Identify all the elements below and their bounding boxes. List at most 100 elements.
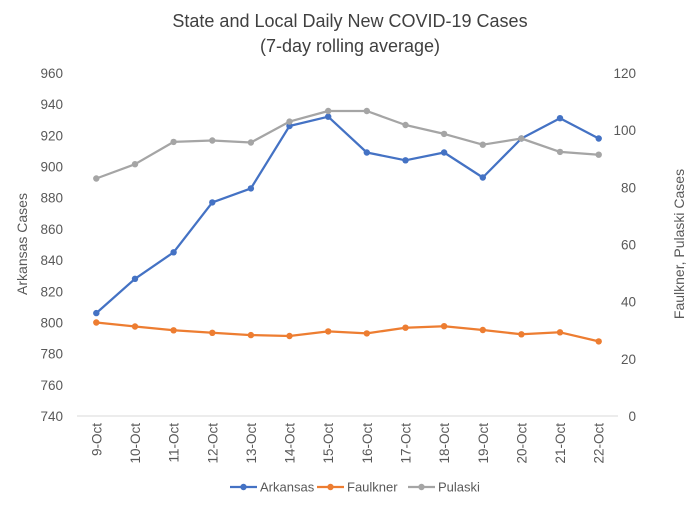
legend-item-faulkner: Faulkner bbox=[317, 480, 398, 495]
legend-marker bbox=[418, 483, 425, 491]
data-point bbox=[325, 107, 332, 115]
x-tick-label: 15-Oct bbox=[321, 423, 336, 464]
legend-label: Pulaski bbox=[438, 480, 480, 495]
data-point bbox=[131, 323, 139, 330]
y-tick-label: 960 bbox=[40, 66, 63, 81]
y2-tick-label: 0 bbox=[628, 409, 636, 424]
x-tick-label: 21-Oct bbox=[553, 423, 568, 464]
y2-tick-label: 80 bbox=[621, 180, 636, 195]
data-point bbox=[595, 338, 602, 345]
data-point bbox=[402, 121, 409, 129]
y-tick-label: 740 bbox=[40, 409, 63, 424]
y2-tick-label: 20 bbox=[621, 352, 636, 367]
legend: Arkansas Faulkner Pulaski bbox=[230, 480, 480, 495]
y-tick-label: 880 bbox=[40, 191, 63, 206]
data-point bbox=[93, 319, 100, 326]
x-tick-label: 14-Oct bbox=[283, 423, 298, 464]
y-tick-label: 800 bbox=[40, 315, 63, 330]
data-point bbox=[247, 139, 255, 146]
data-point bbox=[247, 331, 255, 339]
data-point bbox=[93, 309, 100, 317]
data-point bbox=[209, 329, 216, 336]
legend-label: Arkansas bbox=[260, 480, 315, 495]
x-tick-label: 19-Oct bbox=[476, 423, 491, 464]
series-arkansas bbox=[93, 113, 602, 317]
data-point bbox=[170, 138, 177, 146]
data-point bbox=[479, 174, 486, 181]
data-point bbox=[286, 332, 293, 340]
data-point bbox=[556, 329, 564, 336]
data-point bbox=[440, 323, 448, 330]
data-point bbox=[518, 135, 525, 142]
y-tick-label: 760 bbox=[40, 378, 63, 393]
chart-subtitle: (7-day rolling average) bbox=[260, 36, 440, 56]
data-point bbox=[440, 130, 448, 138]
data-point bbox=[131, 275, 139, 282]
data-point bbox=[595, 151, 602, 158]
x-tick-label: 12-Oct bbox=[205, 423, 220, 464]
x-tick-label: 18-Oct bbox=[437, 423, 452, 464]
legend-item-arkansas: Arkansas bbox=[230, 480, 315, 495]
series-line-faulkner bbox=[95, 321, 600, 343]
x-tick-label: 16-Oct bbox=[360, 423, 375, 464]
data-point bbox=[479, 141, 486, 148]
series-layer bbox=[93, 107, 602, 345]
data-point bbox=[402, 157, 409, 164]
y-tick-label: 860 bbox=[40, 222, 63, 237]
x-tick-label: 20-Oct bbox=[514, 423, 529, 464]
x-axis: 9-Oct 10-Oct 11-Oct 12-Oct 13-Oct 14-Oct 15-Oc… bbox=[89, 423, 606, 464]
data-point bbox=[131, 161, 139, 168]
y-tick-label: 920 bbox=[40, 128, 63, 143]
x-tick-label: 9-Oct bbox=[89, 423, 104, 456]
x-tick-label: 11-Oct bbox=[167, 423, 182, 463]
y2-axis-title: Faulkner, Pulaski Cases bbox=[671, 169, 687, 319]
data-point bbox=[209, 199, 216, 206]
y2-tick-label: 120 bbox=[613, 66, 636, 81]
data-point bbox=[247, 185, 255, 192]
y-tick-label: 840 bbox=[40, 253, 63, 268]
y-tick-label: 820 bbox=[40, 284, 63, 299]
right-y-axis: 0 20 40 60 80 100 120 bbox=[613, 66, 636, 424]
data-point bbox=[518, 331, 525, 338]
series-pulaski bbox=[93, 107, 602, 182]
series-line-arkansas bbox=[95, 115, 600, 315]
y2-tick-label: 100 bbox=[613, 123, 636, 138]
x-tick-label: 17-Oct bbox=[398, 423, 413, 464]
legend-label: Faulkner bbox=[347, 480, 398, 495]
x-tick-label: 22-Oct bbox=[592, 423, 607, 464]
data-point bbox=[556, 148, 564, 156]
data-point bbox=[595, 135, 602, 142]
series-line-pulaski bbox=[95, 109, 600, 180]
data-point bbox=[170, 249, 177, 256]
y-tick-label: 940 bbox=[40, 97, 63, 112]
data-point bbox=[363, 107, 370, 115]
data-point bbox=[209, 137, 216, 144]
x-tick-label: 13-Oct bbox=[244, 423, 259, 464]
y-tick-label: 900 bbox=[40, 160, 63, 175]
chart-title: State and Local Daily New COVID-19 Cases bbox=[172, 11, 527, 31]
data-point bbox=[440, 149, 448, 156]
data-point bbox=[363, 149, 370, 156]
data-point bbox=[325, 328, 332, 335]
legend-marker bbox=[327, 483, 334, 491]
data-point bbox=[479, 326, 486, 334]
y2-tick-label: 60 bbox=[621, 238, 636, 253]
data-point bbox=[286, 122, 293, 130]
y2-tick-label: 40 bbox=[621, 295, 636, 310]
left-y-axis: 740 760 780 800 820 840 860 880 900 920 940 960 bbox=[40, 66, 63, 424]
data-point bbox=[325, 113, 332, 120]
data-point bbox=[170, 327, 177, 334]
legend-item-pulaski: Pulaski bbox=[408, 480, 480, 495]
data-point bbox=[556, 115, 564, 122]
data-point bbox=[363, 330, 370, 337]
data-point bbox=[402, 324, 409, 331]
y-axis-title: Arkansas Cases bbox=[14, 193, 30, 295]
data-point bbox=[93, 175, 100, 182]
data-point bbox=[286, 118, 293, 125]
x-tick-label: 10-Oct bbox=[128, 423, 143, 464]
y-tick-label: 780 bbox=[40, 347, 63, 362]
legend-marker bbox=[240, 483, 247, 491]
series-faulkner bbox=[93, 319, 602, 345]
